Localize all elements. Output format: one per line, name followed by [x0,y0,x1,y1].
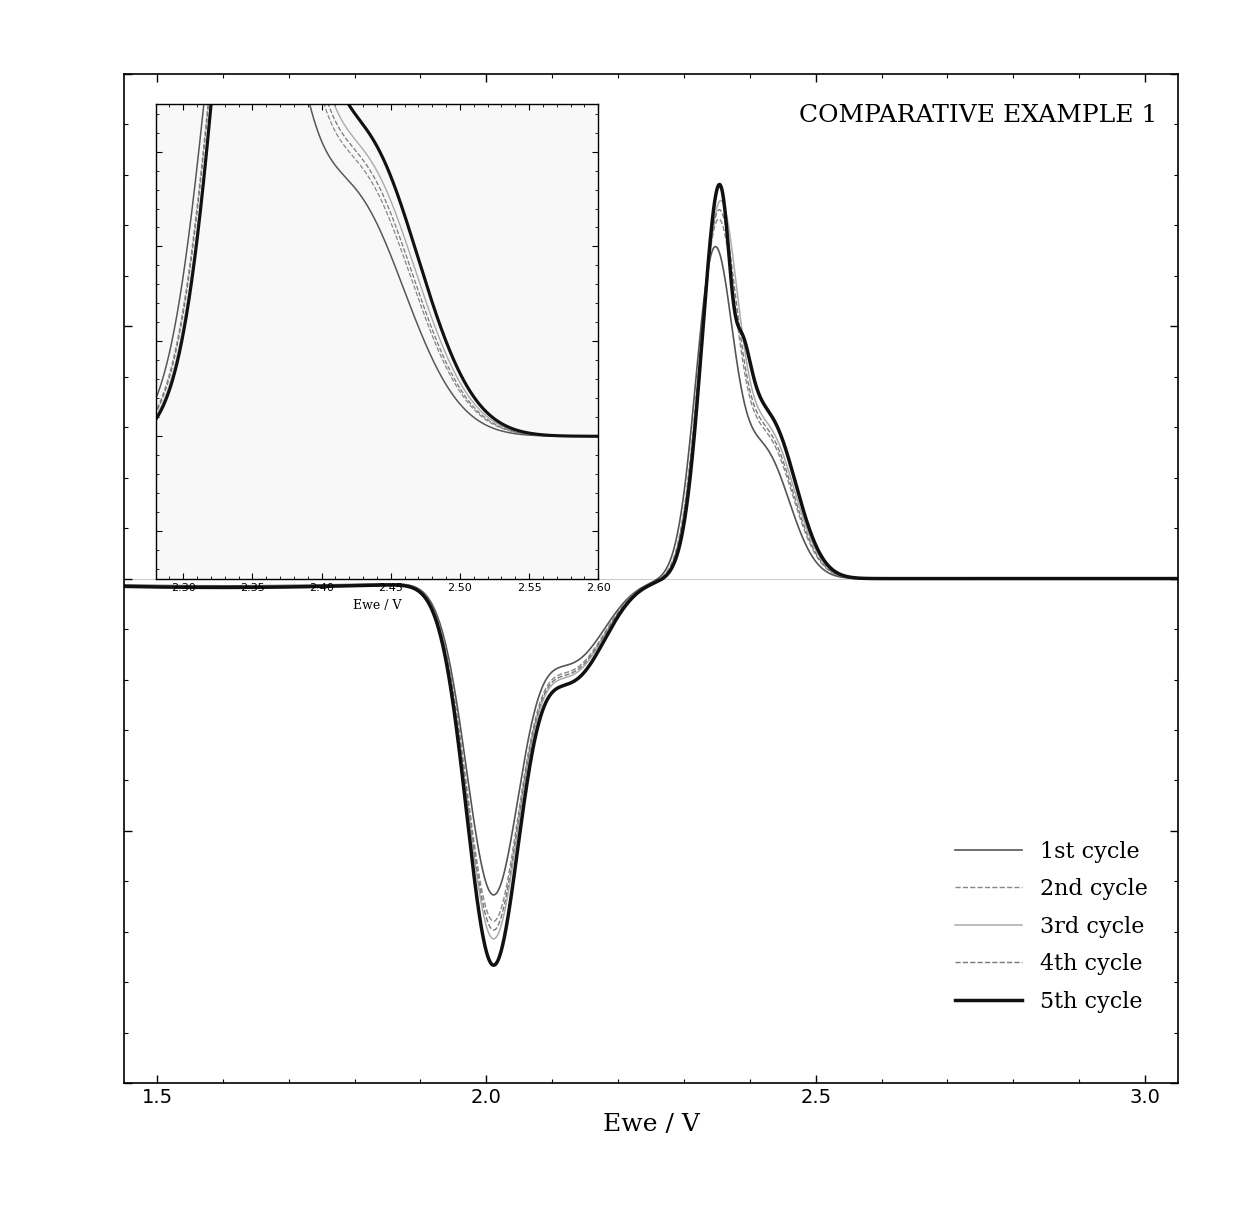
4th cycle [521,748,536,763]
Line: 1st cycle: 1st cycle [124,246,1178,895]
1st cycle [708,239,723,254]
4th cycle [567,665,582,680]
2nd cycle [117,579,131,593]
3rd cycle [1037,571,1052,586]
2nd cycle [712,212,727,227]
3rd cycle [521,753,536,768]
Line: 3rd cycle: 3rd cycle [124,201,1178,939]
2nd cycle [1151,571,1166,586]
5th cycle [712,177,727,192]
5th cycle [237,580,252,595]
2nd cycle [486,913,501,928]
2nd cycle [1037,571,1052,586]
1st cycle [1037,571,1052,586]
5th cycle [1037,571,1052,586]
5th cycle [486,958,501,972]
3rd cycle [117,579,131,593]
2nd cycle [237,579,252,593]
1st cycle [117,577,131,592]
4th cycle [299,579,314,593]
1st cycle [1151,571,1166,586]
Legend: 1st cycle, 2nd cycle, 3rd cycle, 4th cycle, 5th cycle: 1st cycle, 2nd cycle, 3rd cycle, 4th cyc… [946,832,1157,1022]
3rd cycle [237,580,252,595]
2nd cycle [567,662,582,677]
4th cycle [117,579,131,593]
3rd cycle [1151,571,1166,586]
Line: 4th cycle: 4th cycle [124,209,1178,931]
1st cycle [1171,571,1185,586]
1st cycle [567,655,582,670]
3rd cycle [299,579,314,593]
1st cycle [299,577,314,592]
5th cycle [521,766,536,780]
5th cycle [1151,571,1166,586]
5th cycle [299,580,314,595]
Line: 2nd cycle: 2nd cycle [124,219,1178,921]
4th cycle [712,202,727,217]
4th cycle [1151,571,1166,586]
Line: 5th cycle: 5th cycle [124,185,1178,965]
5th cycle [1171,571,1185,586]
X-axis label: Ewe / V: Ewe / V [603,1113,699,1136]
1st cycle [237,579,252,593]
4th cycle [1171,571,1185,586]
1st cycle [521,731,536,746]
5th cycle [117,579,131,593]
2nd cycle [299,579,314,593]
2nd cycle [1171,571,1185,586]
3rd cycle [713,193,728,208]
3rd cycle [486,932,501,947]
5th cycle [567,673,582,688]
Text: COMPARATIVE EXAMPLE 1: COMPARATIVE EXAMPLE 1 [799,105,1157,127]
3rd cycle [1171,571,1185,586]
4th cycle [1037,571,1052,586]
1st cycle [486,888,501,902]
4th cycle [237,580,252,595]
3rd cycle [567,667,582,682]
4th cycle [486,923,501,938]
2nd cycle [521,744,536,758]
